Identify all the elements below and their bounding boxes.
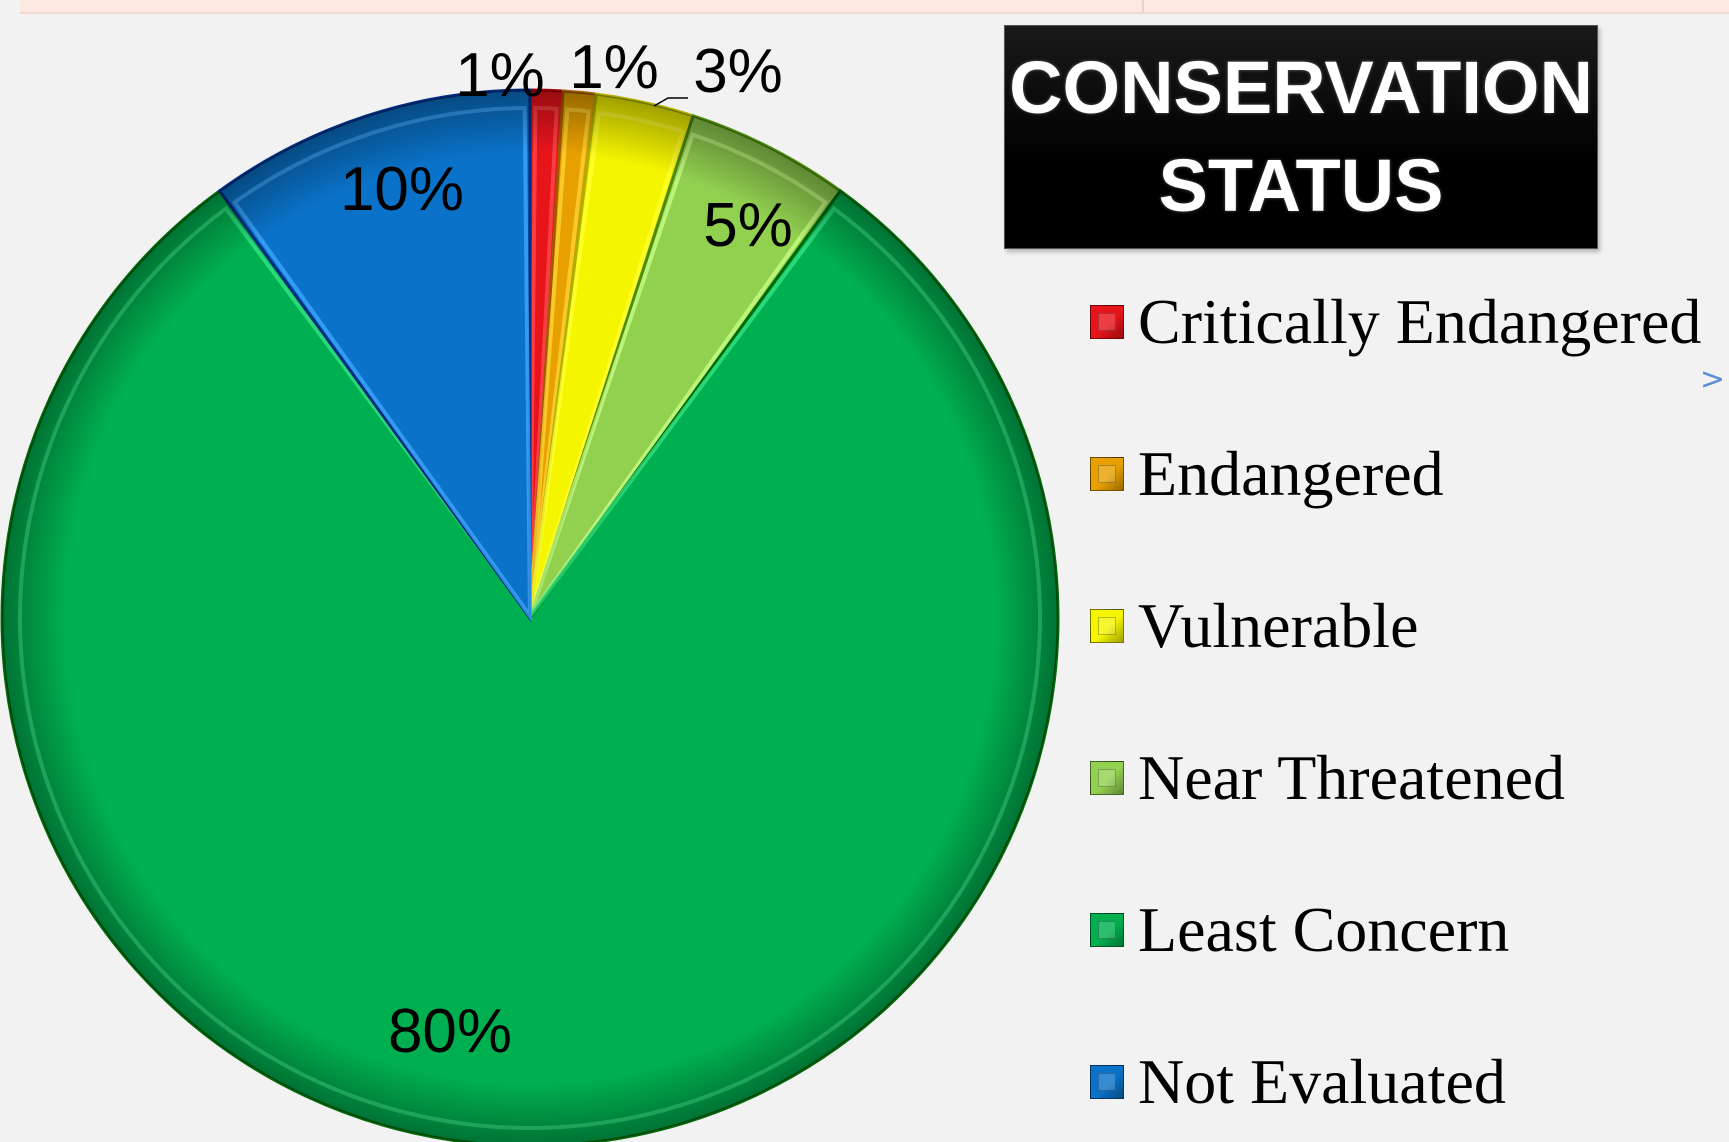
pie-slices <box>0 88 1060 1142</box>
leader-line-vulnerable <box>653 97 688 107</box>
legend-swatch <box>1090 609 1124 643</box>
data-label-not-evaluated: 10% <box>340 155 464 224</box>
legend-swatch <box>1090 457 1124 491</box>
legend-item-endangered: Endangered <box>1090 434 1444 514</box>
legend-label: Critically Endangered <box>1138 286 1702 357</box>
banner-divider <box>1142 0 1144 12</box>
data-label-vulnerable: 3% <box>693 37 783 106</box>
pie-rim-shading <box>2 90 1058 1142</box>
legend-item-critically-endangered: Critically Endangered <box>1090 282 1701 362</box>
legend-label: Not Evaluated <box>1138 1046 1506 1117</box>
pie-data-labels: 1% 1% 3% 5% 80% 10% <box>340 33 793 1066</box>
data-label-least-concern: 80% <box>388 997 512 1066</box>
legend-item-vulnerable: Vulnerable <box>1090 586 1418 666</box>
legend-label: Endangered <box>1138 438 1444 509</box>
chart-title-box: CONSERVATION STATUS <box>1004 25 1598 249</box>
legend-swatch <box>1090 761 1124 795</box>
legend-label: Vulnerable <box>1138 590 1419 661</box>
legend-swatch <box>1090 1065 1124 1099</box>
chart-title-line-2: STATUS <box>1158 144 1444 227</box>
legend-item-least-concern: Least Concern <box>1090 890 1509 970</box>
legend-label: Least Concern <box>1138 894 1510 965</box>
legend-swatch <box>1090 913 1124 947</box>
top-banner <box>20 0 1729 14</box>
legend-label: Near Threatened <box>1138 742 1565 813</box>
data-label-near-threatened: 5% <box>703 191 793 260</box>
data-label-critically-endangered: 1% <box>455 41 545 110</box>
legend-swatch <box>1090 305 1124 339</box>
data-label-endangered: 1% <box>569 33 659 102</box>
legend-item-near-threatened: Near Threatened <box>1090 738 1565 818</box>
chevron-right-icon[interactable]: > <box>1700 362 1726 397</box>
legend-item-not-evaluated: Not Evaluated <box>1090 1042 1506 1122</box>
chart-title-line-1: CONSERVATION <box>1009 46 1593 129</box>
